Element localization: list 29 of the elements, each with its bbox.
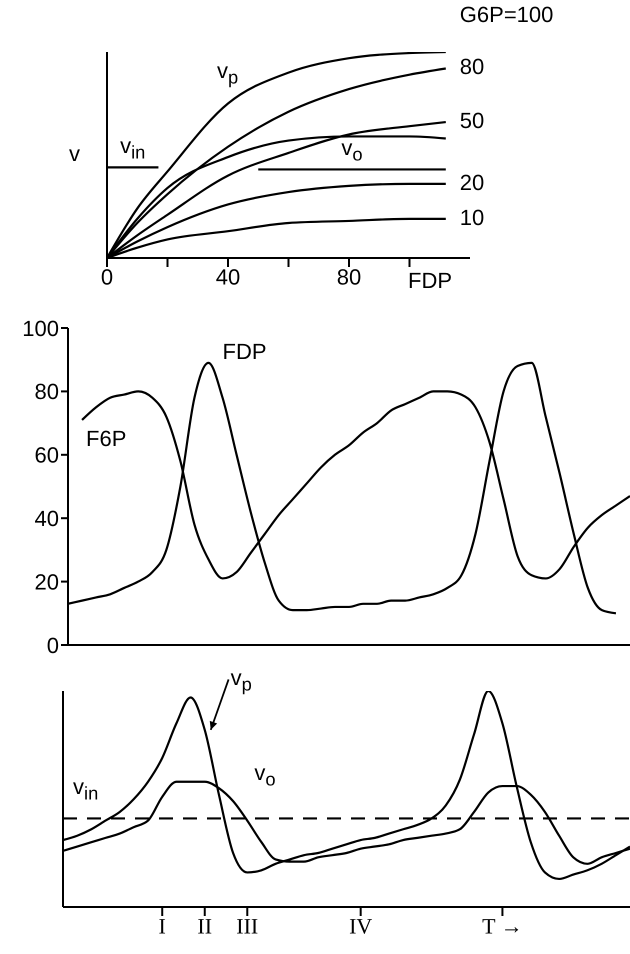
y-axis-title: v: [69, 141, 80, 166]
series-label: v$_{o}$: [254, 760, 276, 790]
series-label: FDP: [222, 338, 266, 364]
x-tick-label: 80: [336, 264, 362, 290]
y-tick-label: 100: [22, 316, 59, 341]
x-tick-label: I: [158, 914, 166, 939]
y-tick-label: 60: [34, 442, 59, 468]
x-tick-label: 40: [216, 264, 240, 290]
y-tick-label: 20: [34, 569, 59, 594]
series-label: 10: [460, 204, 484, 230]
x-tick-label: III: [236, 914, 258, 939]
x-axis-title: FDP: [408, 268, 452, 293]
series-label: G6P=100: [460, 2, 554, 27]
y-tick-label: 0: [46, 632, 59, 658]
series-label: 50: [460, 108, 484, 134]
x-tick-label: II: [197, 914, 212, 939]
x-tick-label: T →: [482, 914, 523, 939]
y-tick-label: 40: [34, 506, 59, 532]
x-tick-label: IV: [349, 914, 372, 939]
series-label: v$_{in}$: [120, 133, 146, 163]
series-label: 20: [460, 170, 484, 195]
series-label: v$_{o}$: [341, 135, 363, 165]
x-tick-label: 0: [100, 264, 114, 290]
series-label: F6P: [86, 426, 126, 451]
y-tick-label: 80: [34, 379, 59, 404]
annotation: v$_{p}$: [217, 58, 238, 88]
series-label: v$_{in}$: [73, 774, 98, 804]
series-label: v$_{p}$: [230, 665, 252, 695]
series-label: 80: [460, 54, 484, 80]
